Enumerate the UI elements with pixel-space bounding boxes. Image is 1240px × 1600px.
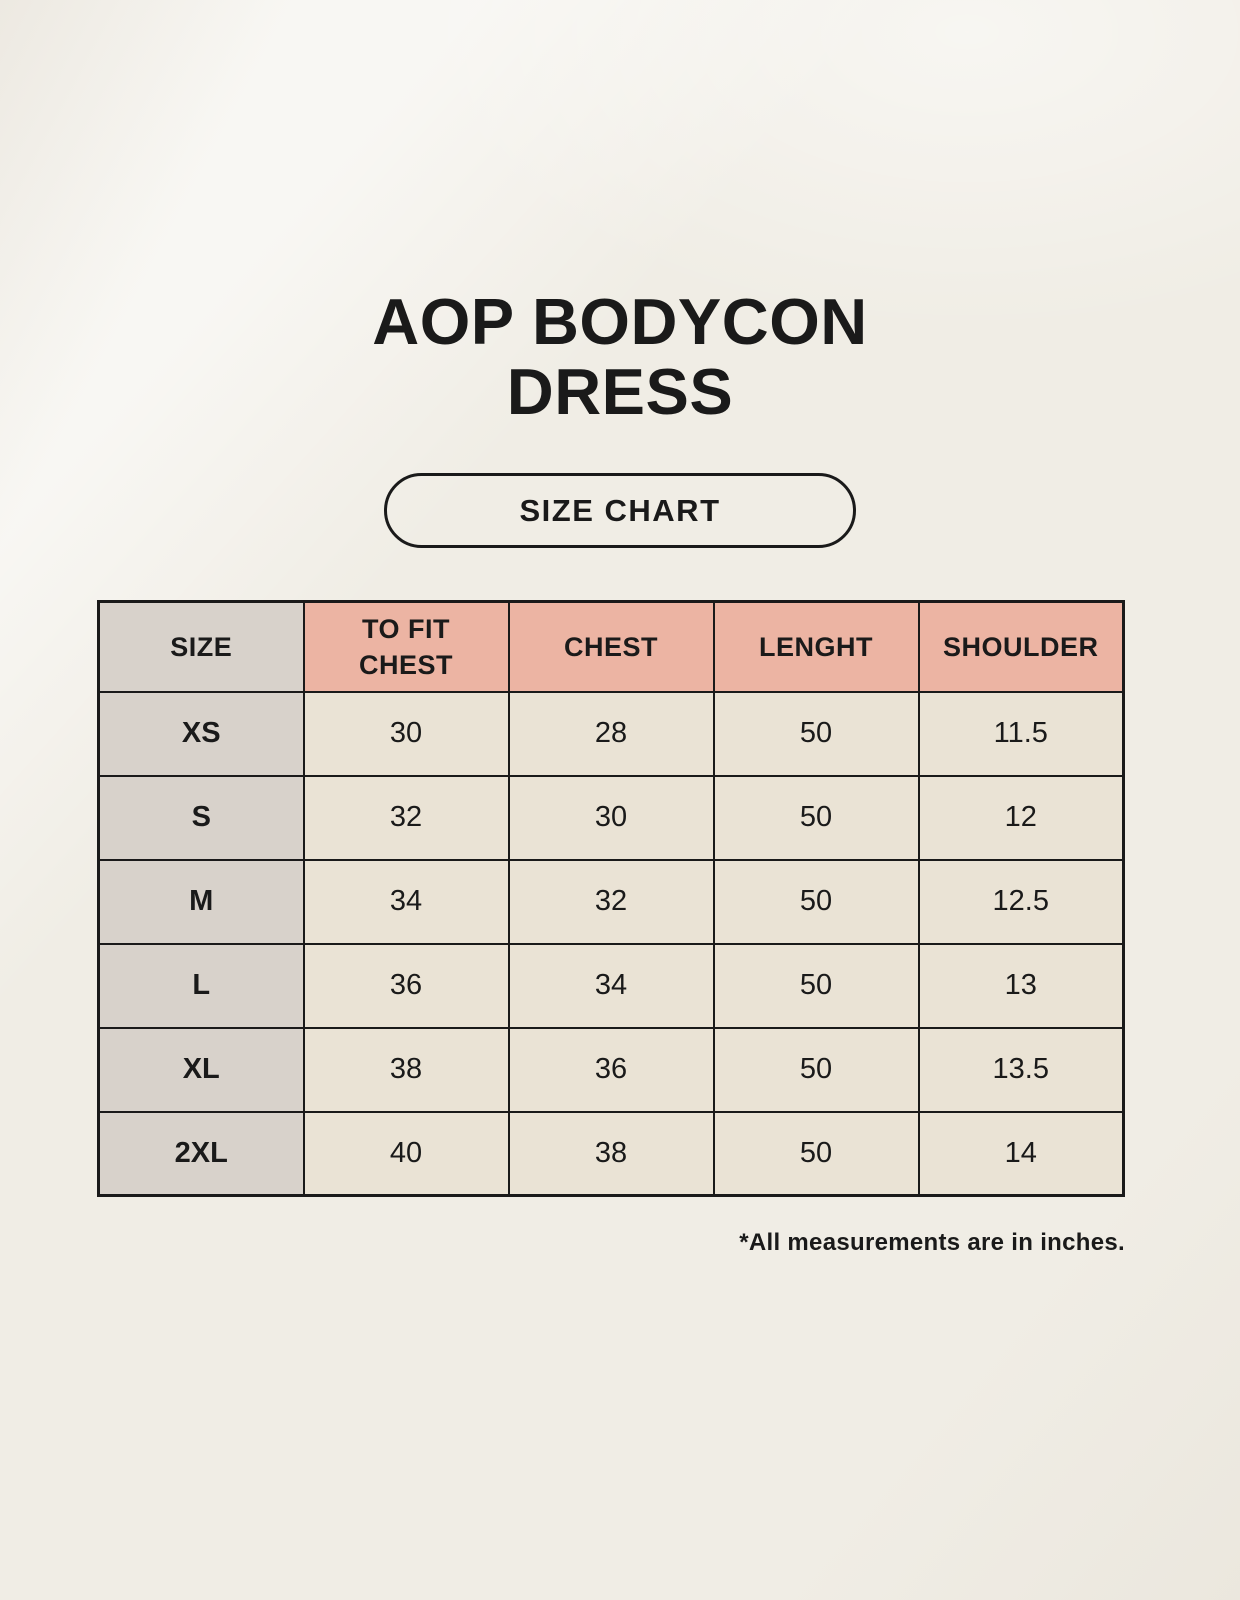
size-chart-badge-label: SIZE CHART (519, 492, 721, 528)
table-cell: 13 (917, 942, 1125, 1029)
row-label-m: M (97, 858, 305, 945)
table-row-2xl: 2XL 40 38 50 14 (97, 1110, 1125, 1197)
size-chart-table: SIZE TO FIT CHEST CHEST LENGHT SHOULDER … (97, 600, 1125, 1198)
table-row-xs: XS 30 28 50 11.5 (97, 690, 1125, 777)
table-cell: 38 (302, 1026, 510, 1113)
header-row: SIZE TO FIT CHEST CHEST LENGHT SHOULDER (97, 600, 1125, 693)
table-body: XS 30 28 50 11.5 S 32 30 50 12 M 34 32 (97, 690, 1125, 1197)
product-title-line-2: DRESS (506, 355, 734, 429)
row-label-l: L (97, 942, 305, 1029)
table-cell: 11.5 (917, 690, 1125, 777)
table-cell: 36 (507, 1026, 715, 1113)
column-header-shoulder: SHOULDER (917, 600, 1125, 693)
table-cell: 50 (712, 858, 920, 945)
table-cell: 12.5 (917, 858, 1125, 945)
table-cell: 34 (507, 942, 715, 1029)
column-header-lenght: LENGHT (712, 600, 920, 693)
table-cell: 50 (712, 690, 920, 777)
size-chart-badge: SIZE CHART (384, 473, 856, 549)
column-header-size: SIZE (97, 600, 305, 693)
column-header-to-fit-chest: TO FIT CHEST (302, 600, 510, 693)
table-cell: 32 (302, 774, 510, 861)
table-cell: 50 (712, 1110, 920, 1197)
product-title-line-1: AOP BODYCON (372, 285, 868, 358)
table-cell: 36 (302, 942, 510, 1029)
size-chart-table-container: SIZE TO FIT CHEST CHEST LENGHT SHOULDER … (97, 600, 1125, 1198)
product-title: AOP BODYCON DRESS (0, 285, 1240, 429)
table-cell: 38 (507, 1110, 715, 1197)
row-label-s: S (97, 774, 305, 861)
table-header: SIZE TO FIT CHEST CHEST LENGHT SHOULDER (97, 600, 1125, 693)
table-cell: 30 (302, 690, 510, 777)
table-cell: 50 (712, 942, 920, 1029)
table-row-s: S 32 30 50 12 (97, 774, 1125, 861)
row-label-2xl: 2XL (97, 1110, 305, 1197)
table-cell: 32 (507, 858, 715, 945)
table-cell: 14 (917, 1110, 1125, 1197)
table-cell: 50 (712, 774, 920, 861)
table-cell: 50 (712, 1026, 920, 1113)
table-cell: 40 (302, 1110, 510, 1197)
column-header-chest: CHEST (507, 600, 715, 693)
table-cell: 34 (302, 858, 510, 945)
table-cell: 13.5 (917, 1026, 1125, 1113)
row-label-xs: XS (97, 690, 305, 777)
measurements-note: *All measurements are in inches. (739, 1229, 1125, 1257)
table-cell: 12 (917, 774, 1125, 861)
row-label-xl: XL (97, 1026, 305, 1113)
table-cell: 30 (507, 774, 715, 861)
table-row-xl: XL 38 36 50 13.5 (97, 1026, 1125, 1113)
table-cell: 28 (507, 690, 715, 777)
table-row-m: M 34 32 50 12.5 (97, 858, 1125, 945)
table-row-l: L 36 34 50 13 (97, 942, 1125, 1029)
